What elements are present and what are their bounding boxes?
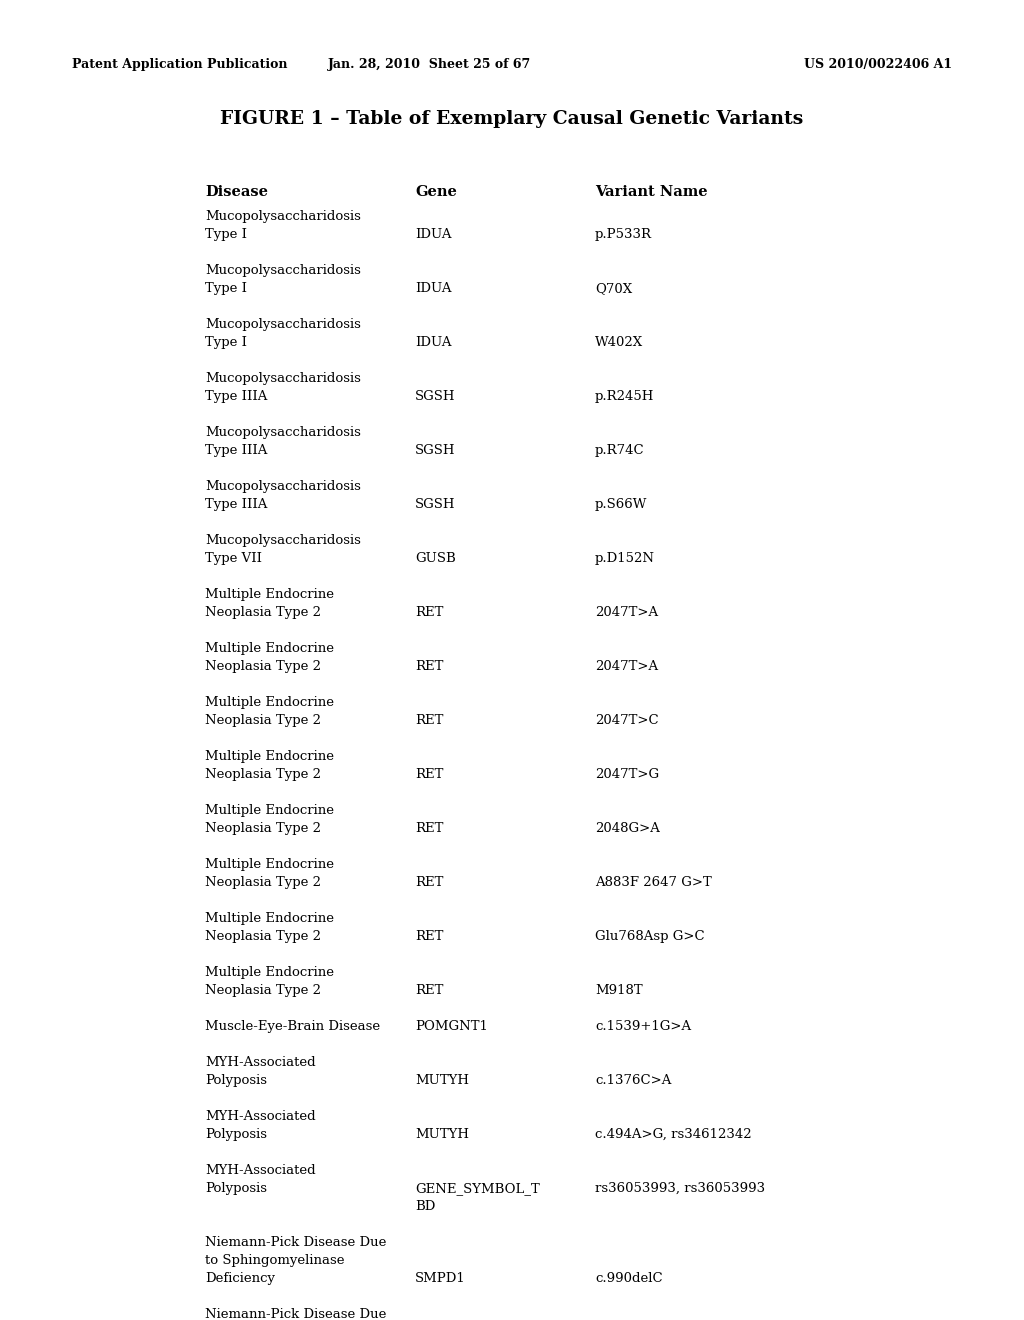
Text: Type I: Type I — [205, 337, 247, 348]
Text: p.S66W: p.S66W — [595, 498, 647, 511]
Text: Niemann-Pick Disease Due: Niemann-Pick Disease Due — [205, 1236, 386, 1249]
Text: rs36053993, rs36053993: rs36053993, rs36053993 — [595, 1181, 765, 1195]
Text: US 2010/0022406 A1: US 2010/0022406 A1 — [804, 58, 952, 71]
Text: Multiple Endocrine: Multiple Endocrine — [205, 912, 334, 925]
Text: GUSB: GUSB — [415, 552, 456, 565]
Text: SMPD1: SMPD1 — [415, 1272, 466, 1284]
Text: p.R74C: p.R74C — [595, 444, 645, 457]
Text: Niemann-Pick Disease Due: Niemann-Pick Disease Due — [205, 1308, 386, 1320]
Text: Type VII: Type VII — [205, 552, 262, 565]
Text: RET: RET — [415, 606, 443, 619]
Text: Jan. 28, 2010  Sheet 25 of 67: Jan. 28, 2010 Sheet 25 of 67 — [329, 58, 531, 71]
Text: Mucopolysaccharidosis: Mucopolysaccharidosis — [205, 264, 360, 277]
Text: Gene: Gene — [415, 185, 457, 199]
Text: MUTYH: MUTYH — [415, 1129, 469, 1140]
Text: c.1376C>A: c.1376C>A — [595, 1074, 672, 1086]
Text: Neoplasia Type 2: Neoplasia Type 2 — [205, 822, 321, 836]
Text: 2047T>G: 2047T>G — [595, 768, 659, 781]
Text: Muscle-Eye-Brain Disease: Muscle-Eye-Brain Disease — [205, 1020, 380, 1034]
Text: MUTYH: MUTYH — [415, 1074, 469, 1086]
Text: RET: RET — [415, 660, 443, 673]
Text: 2048G>A: 2048G>A — [595, 822, 659, 836]
Text: Neoplasia Type 2: Neoplasia Type 2 — [205, 876, 321, 888]
Text: FIGURE 1 – Table of Exemplary Causal Genetic Variants: FIGURE 1 – Table of Exemplary Causal Gen… — [220, 110, 804, 128]
Text: Polyposis: Polyposis — [205, 1074, 267, 1086]
Text: p.P533R: p.P533R — [595, 228, 652, 242]
Text: RET: RET — [415, 876, 443, 888]
Text: Mucopolysaccharidosis: Mucopolysaccharidosis — [205, 318, 360, 331]
Text: MYH-Associated: MYH-Associated — [205, 1164, 315, 1177]
Text: Neoplasia Type 2: Neoplasia Type 2 — [205, 660, 321, 673]
Text: to Sphingomyelinase: to Sphingomyelinase — [205, 1254, 344, 1267]
Text: SGSH: SGSH — [415, 389, 456, 403]
Text: Neoplasia Type 2: Neoplasia Type 2 — [205, 714, 321, 727]
Text: RET: RET — [415, 714, 443, 727]
Text: MYH-Associated: MYH-Associated — [205, 1110, 315, 1123]
Text: BD: BD — [415, 1200, 435, 1213]
Text: POMGNT1: POMGNT1 — [415, 1020, 487, 1034]
Text: IDUA: IDUA — [415, 337, 452, 348]
Text: Mucopolysaccharidosis: Mucopolysaccharidosis — [205, 480, 360, 492]
Text: IDUA: IDUA — [415, 228, 452, 242]
Text: Mucopolysaccharidosis: Mucopolysaccharidosis — [205, 426, 360, 440]
Text: c.1539+1G>A: c.1539+1G>A — [595, 1020, 691, 1034]
Text: Neoplasia Type 2: Neoplasia Type 2 — [205, 931, 321, 942]
Text: Multiple Endocrine: Multiple Endocrine — [205, 587, 334, 601]
Text: A883F 2647 G>T: A883F 2647 G>T — [595, 876, 712, 888]
Text: Neoplasia Type 2: Neoplasia Type 2 — [205, 768, 321, 781]
Text: RET: RET — [415, 983, 443, 997]
Text: Polyposis: Polyposis — [205, 1181, 267, 1195]
Text: Mucopolysaccharidosis: Mucopolysaccharidosis — [205, 210, 360, 223]
Text: Disease: Disease — [205, 185, 268, 199]
Text: Type IIIA: Type IIIA — [205, 498, 267, 511]
Text: Glu768Asp G>C: Glu768Asp G>C — [595, 931, 705, 942]
Text: RET: RET — [415, 822, 443, 836]
Text: Mucopolysaccharidosis: Mucopolysaccharidosis — [205, 372, 360, 385]
Text: RET: RET — [415, 768, 443, 781]
Text: 2047T>A: 2047T>A — [595, 606, 658, 619]
Text: Multiple Endocrine: Multiple Endocrine — [205, 804, 334, 817]
Text: p.D152N: p.D152N — [595, 552, 655, 565]
Text: Q70X: Q70X — [595, 282, 632, 294]
Text: Type I: Type I — [205, 282, 247, 294]
Text: Type IIIA: Type IIIA — [205, 389, 267, 403]
Text: W402X: W402X — [595, 337, 643, 348]
Text: Type IIIA: Type IIIA — [205, 444, 267, 457]
Text: Multiple Endocrine: Multiple Endocrine — [205, 750, 334, 763]
Text: Mucopolysaccharidosis: Mucopolysaccharidosis — [205, 535, 360, 546]
Text: MYH-Associated: MYH-Associated — [205, 1056, 315, 1069]
Text: Neoplasia Type 2: Neoplasia Type 2 — [205, 983, 321, 997]
Text: GENE_SYMBOL_T: GENE_SYMBOL_T — [415, 1181, 540, 1195]
Text: Neoplasia Type 2: Neoplasia Type 2 — [205, 606, 321, 619]
Text: Multiple Endocrine: Multiple Endocrine — [205, 966, 334, 979]
Text: Variant Name: Variant Name — [595, 185, 708, 199]
Text: Patent Application Publication: Patent Application Publication — [72, 58, 288, 71]
Text: Multiple Endocrine: Multiple Endocrine — [205, 696, 334, 709]
Text: SGSH: SGSH — [415, 444, 456, 457]
Text: RET: RET — [415, 931, 443, 942]
Text: c.990delC: c.990delC — [595, 1272, 663, 1284]
Text: Multiple Endocrine: Multiple Endocrine — [205, 858, 334, 871]
Text: 2047T>C: 2047T>C — [595, 714, 658, 727]
Text: Polyposis: Polyposis — [205, 1129, 267, 1140]
Text: Multiple Endocrine: Multiple Endocrine — [205, 642, 334, 655]
Text: Type I: Type I — [205, 228, 247, 242]
Text: c.494A>G, rs34612342: c.494A>G, rs34612342 — [595, 1129, 752, 1140]
Text: SGSH: SGSH — [415, 498, 456, 511]
Text: M918T: M918T — [595, 983, 643, 997]
Text: p.R245H: p.R245H — [595, 389, 654, 403]
Text: 2047T>A: 2047T>A — [595, 660, 658, 673]
Text: Deficiency: Deficiency — [205, 1272, 275, 1284]
Text: IDUA: IDUA — [415, 282, 452, 294]
